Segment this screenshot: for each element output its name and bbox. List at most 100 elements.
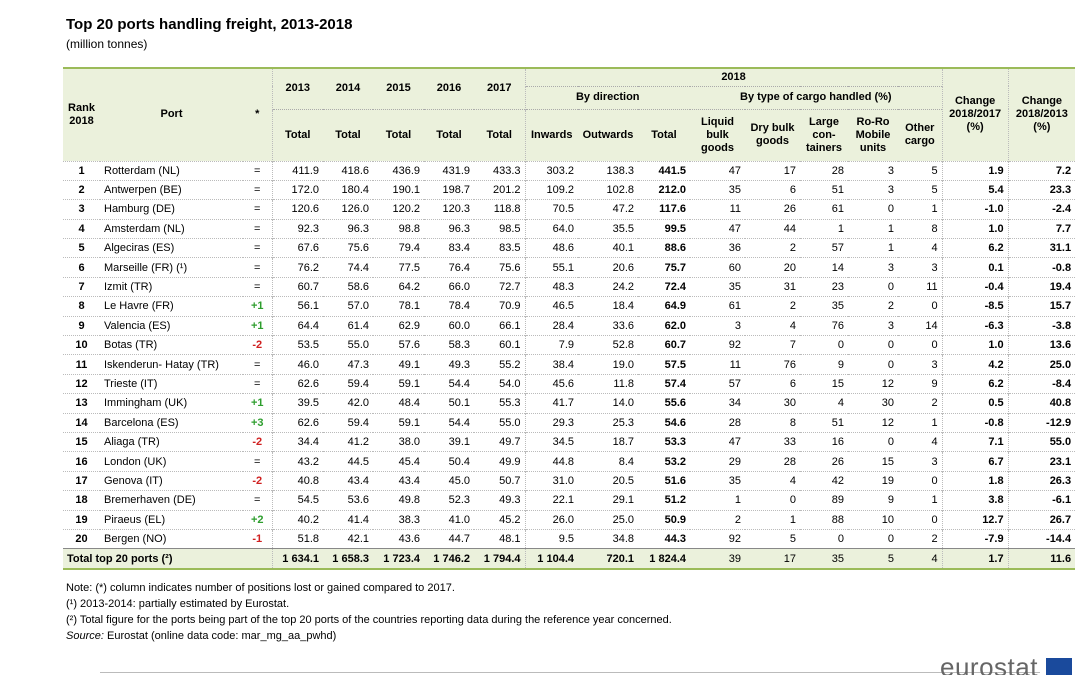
table-row: 7 Izmit (TR) = 60.7 58.6 64.2 66.0 72.7 48.3 24.2…	[63, 276, 1076, 297]
table-cell: 8	[63, 296, 100, 317]
table-cell: 0	[898, 470, 943, 491]
table-cell: 418.6	[323, 160, 373, 181]
table-cell: 431.9	[424, 160, 474, 181]
table-cell: 44.7	[424, 528, 474, 549]
table-cell: 436.9	[373, 160, 424, 181]
table-cell: 89	[800, 490, 848, 511]
table-cell: =	[243, 257, 272, 278]
table-cell: -2.4	[1007, 199, 1076, 220]
table-cell: Izmit (TR)	[100, 276, 243, 297]
table-cell: 1.0	[941, 218, 1009, 239]
table-cell: 31.1	[1007, 238, 1076, 258]
total-label: Total top 20 ports (²)	[63, 548, 243, 570]
table-cell: 40.8	[1007, 393, 1076, 414]
table-cell: -1.0	[941, 199, 1009, 220]
table-cell: 76.4	[424, 257, 474, 278]
table-cell: 303.2	[524, 160, 578, 181]
table-cell: 1.9	[941, 160, 1009, 181]
table-cell: 3	[63, 199, 100, 220]
table-cell: 44.8	[524, 451, 578, 472]
table-cell: 48.6	[524, 238, 578, 258]
table-cell: -3.8	[1007, 315, 1076, 336]
table-cell: 28	[800, 160, 848, 181]
table-cell: 1	[690, 490, 745, 511]
table-cell: 7	[63, 276, 100, 297]
table-cell: 92	[690, 335, 745, 355]
table-cell: 1 104.4	[524, 548, 578, 570]
table-cell: 16	[63, 451, 100, 472]
table-cell: 70.5	[524, 199, 578, 220]
table-cell: 33.6	[578, 315, 638, 336]
table-cell: 41.7	[524, 393, 578, 414]
table-cell: 52.8	[578, 335, 638, 355]
header: By direction	[524, 85, 690, 109]
table-cell: 49.9	[474, 451, 525, 472]
table-cell: 62.6	[271, 373, 323, 394]
table-cell: 92	[690, 528, 745, 549]
subtitle: (million tonnes)	[66, 37, 148, 51]
table-cell: 50.4	[424, 451, 474, 472]
table-cell: 47	[690, 160, 745, 181]
table-cell: 1 723.4	[373, 548, 424, 570]
table-cell: Bremerhaven (DE)	[100, 490, 243, 511]
header-row: Total Total Total Total Total Inwards Outwards…	[63, 108, 1075, 161]
table-cell: 11	[63, 354, 100, 375]
table-cell: 13	[63, 393, 100, 414]
table-cell: +1	[243, 296, 272, 317]
table-cell: Valencia (ES)	[100, 315, 243, 336]
table-cell: 4	[898, 238, 943, 258]
table-cell: 56.1	[271, 296, 323, 317]
table-cell: 42	[800, 470, 848, 491]
table-cell: 6	[63, 257, 100, 278]
table-cell: =	[243, 160, 272, 181]
header: Total	[373, 108, 424, 161]
table-row: 20 Bergen (NO) -1 51.8 42.1 43.6 44.7 48.1 9.5 34…	[63, 528, 1076, 549]
flag	[1046, 658, 1072, 675]
table-cell: 1	[63, 160, 100, 181]
table-cell: 96.3	[424, 218, 474, 239]
table-row: 1 Rotterdam (NL) = 411.9 418.6 436.9 431.9 433.…	[63, 160, 1076, 181]
table-cell: 64.9	[638, 296, 690, 317]
header: 2015	[373, 67, 424, 109]
table-cell: 41.0	[424, 509, 474, 530]
table-row: 16 London (UK) = 43.2 44.5 45.4 50.4 49.9 44.8 8.…	[63, 451, 1076, 472]
table-cell: 1	[898, 199, 943, 220]
table-cell: 66.1	[474, 315, 525, 336]
table-cell: 44	[745, 218, 800, 239]
table-cell: 0	[898, 509, 943, 530]
table-cell: 3	[898, 257, 943, 278]
table-cell: 7.7	[1007, 218, 1076, 239]
table-cell: 19	[848, 470, 898, 491]
table-cell: 31.0	[524, 470, 578, 491]
table-cell: -8.5	[941, 296, 1009, 317]
table-cell: 17	[745, 160, 800, 181]
header: Ro-Ro Mobile units	[848, 108, 898, 161]
table-cell: 19.4	[1007, 276, 1076, 297]
header: *	[243, 67, 272, 161]
source-text: Eurostat (online data code: mar_mg_aa_pw…	[106, 630, 337, 642]
table-cell: 88.6	[638, 238, 690, 258]
table-cell: Immingham (UK)	[100, 393, 243, 414]
table-cell: 0	[898, 335, 943, 355]
table-cell: 36	[690, 238, 745, 258]
table-cell: 77.5	[373, 257, 424, 278]
header: Inwards	[524, 108, 578, 161]
table-cell: 28	[690, 412, 745, 433]
table-cell: 11.6	[1007, 548, 1076, 570]
table-cell: 0	[848, 528, 898, 549]
table-cell: 14	[800, 257, 848, 278]
table-cell: 60.1	[474, 335, 525, 355]
table-cell: 75.6	[323, 238, 373, 258]
table-row: 12 Trieste (IT) = 62.6 59.4 59.1 54.4 54.0 45.6 1…	[63, 373, 1076, 394]
table-cell: 50.7	[474, 470, 525, 491]
table-cell: =	[243, 199, 272, 220]
table-cell: 64.4	[271, 315, 323, 336]
table-cell: 15.7	[1007, 296, 1076, 317]
table-cell: 57.0	[323, 296, 373, 317]
table-cell: 26	[745, 199, 800, 220]
table-cell: 55.6	[638, 393, 690, 414]
table-cell: 50.9	[638, 509, 690, 530]
table-cell: 1 634.1	[271, 548, 323, 570]
table-cell: 76.2	[271, 257, 323, 278]
table-cell: 5	[745, 528, 800, 549]
